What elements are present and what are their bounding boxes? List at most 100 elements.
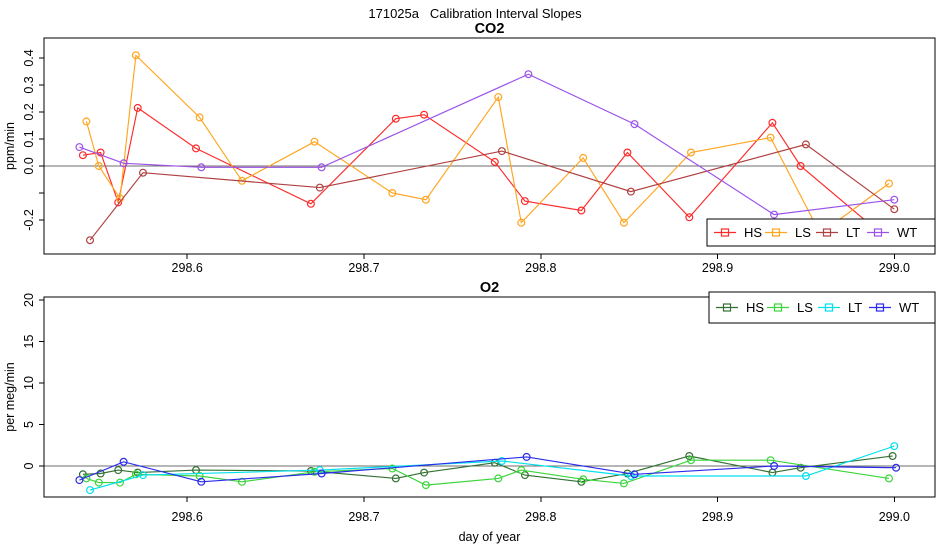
data-point-ls [619,479,628,488]
x-tick-label: 298.7 [348,510,379,524]
data-point-hs [623,148,632,157]
legend-label: WT [899,300,919,315]
data-point-hs [96,148,105,157]
legend-marker-lt [822,228,832,237]
data-point-wt [197,163,206,172]
data-point-ls [579,475,588,484]
data-point-hs [114,198,123,207]
y-tick-label: 0.0 [22,157,36,174]
data-point-ls [421,195,430,204]
data-point-hs [391,114,400,123]
data-point-hs [192,144,201,153]
series-line-wt [79,456,897,483]
data-point-hs [133,103,142,112]
data-point-lt [497,457,506,466]
data-point-lt [890,442,899,451]
data-point-hs [490,157,499,166]
legend-marker-hs [720,228,730,237]
data-point-ls [884,474,893,483]
data-point-wt [630,470,639,479]
data-point-ls [517,218,526,227]
legend-label: WT [897,225,917,240]
data-point-ls [388,189,397,198]
series-line-ls [85,54,890,235]
data-point-hs [796,162,805,171]
panel-title: O2 [480,280,499,296]
series-line-lt [89,445,895,491]
data-point-ls [579,153,588,162]
plot-border [43,37,936,255]
legend-label: LT [848,300,862,315]
data-point-ls [686,456,695,465]
data-point-hs [78,151,87,160]
y-tick-label: 0.3 [22,76,36,93]
data-point-ls [310,467,319,476]
panel-co2: 298.6 298.7 298.8 298.9 299.0 0.4 0.3 0.2 0.1 0.0… [3,21,936,275]
data-point-lt [497,147,506,156]
x-tick-label: 298.8 [525,261,556,275]
y-tick-label: 5 [22,421,36,428]
data-point-wt [317,469,326,478]
data-point-hs [306,199,315,208]
data-point-wt [197,477,206,486]
x-tick-label: 298.6 [172,510,203,524]
y-tick-label: 0.1 [22,130,36,147]
data-point-ls [82,117,91,126]
data-point-ls [94,478,103,487]
x-tick-label: 298.8 [525,510,556,524]
y-tick-label: 0.4 [22,49,36,66]
legend-label: LS [795,225,811,240]
x-tick-label: 298.6 [172,261,203,275]
legend-marker-ls [771,228,781,237]
data-point-wt [119,457,128,466]
x-tick-label: 299.0 [879,510,910,524]
data-point-lt [801,140,810,149]
series-line-hs [82,106,888,240]
y-axis-label: per meg/min [3,362,17,432]
data-point-ls [195,472,204,481]
data-point-ls [884,179,893,188]
data-point-wt [119,159,128,168]
x-axis-label: day of year [459,530,521,544]
series-line-lt [89,143,895,241]
data-point-lt [890,205,899,214]
data-point-ls [494,474,503,483]
data-point-lt [626,187,635,196]
data-point-wt [75,476,84,485]
data-point-wt [892,463,901,472]
data-point-wt [522,452,531,461]
data-point-lt [801,472,810,481]
data-point-hs [114,466,123,475]
data-point-hs [420,110,429,119]
y-tick-label: 0.2 [22,103,36,120]
data-point-wt [317,163,326,172]
plot-border [43,296,936,498]
data-point-hs [768,118,777,127]
legend-marker-ls [773,303,783,312]
y-tick-label: 10 [22,376,36,390]
data-point-ls [131,51,140,60]
data-point-lt [315,183,324,192]
figure-title: 171025a Calibration Interval Slopes [368,6,582,21]
data-point-ls [195,113,204,122]
data-point-wt [75,143,84,152]
data-point-ls [310,137,319,146]
data-point-ls [619,218,628,227]
legend-label: HS [746,300,764,315]
data-point-ls [421,481,430,490]
legend-label: HS [744,225,762,240]
data-point-wt [524,70,533,79]
panel-title: CO2 [475,21,505,37]
legend-marker-wt [875,303,885,312]
data-point-ls [517,466,526,475]
series-line-hs [82,455,893,483]
data-point-hs [520,197,529,206]
data-point-hs [391,474,400,483]
data-point-hs [577,206,586,215]
data-point-hs [888,452,897,461]
legend-label: LT [846,225,860,240]
data-point-lt [139,168,148,177]
legend-marker-lt [824,303,834,312]
